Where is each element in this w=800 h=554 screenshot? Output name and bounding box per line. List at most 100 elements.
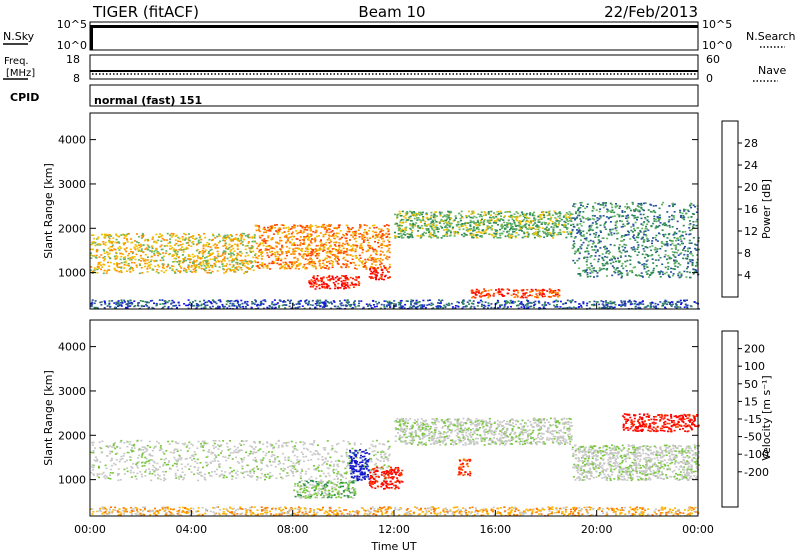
power-echo-cell (262, 307, 265, 310)
power-echo-cell (113, 307, 116, 309)
power-echo-cell (246, 304, 249, 306)
power-echo-cell (192, 237, 194, 240)
power-echo-cell (230, 249, 233, 251)
power-echo-cell (221, 303, 224, 306)
power-echo-cell (576, 232, 579, 234)
power-echo-cell (376, 236, 379, 238)
power-echo-cell (341, 282, 344, 285)
power-echo-cell (626, 220, 629, 222)
power-echo-cell (237, 240, 240, 242)
power-echo-cell (322, 259, 325, 262)
power-echo-cell (542, 230, 544, 233)
power-echo-cell (138, 272, 141, 275)
power-echo-cell (257, 261, 259, 264)
power-echo-cell (436, 226, 439, 229)
power-echo-cell (370, 259, 373, 262)
power-echo-cell (577, 248, 580, 250)
power-echo-cell (209, 264, 212, 267)
power-echo-cell (415, 222, 418, 224)
power-echo-cell (508, 302, 511, 304)
power-echo-cell (548, 228, 550, 230)
power-echo-cell (146, 301, 149, 303)
power-echo-cell (577, 231, 580, 233)
power-echo-cell (133, 300, 136, 302)
power-echo-cell (442, 306, 445, 309)
power-echo-cell (469, 216, 472, 219)
power-echo-cell (559, 306, 562, 308)
power-echo-cell (592, 304, 595, 307)
power-echo-cell (359, 246, 361, 249)
power-echo-cell (621, 220, 623, 223)
power-echo-cell (433, 226, 436, 229)
power-echo-cell (583, 237, 586, 240)
power-echo-cell (408, 233, 411, 236)
power-echo-cell (609, 221, 612, 223)
power-echo-cell (676, 227, 679, 230)
power-echo-cell (606, 275, 608, 277)
power-echo-cell (628, 231, 631, 234)
power-echo-cell (630, 209, 632, 212)
power-echo-cell (480, 221, 483, 224)
power-echo-cell (543, 236, 546, 239)
power-echo-cell (688, 247, 691, 249)
power-echo-cell (257, 225, 260, 227)
power-echo-cell (234, 238, 237, 240)
power-echo-cell (234, 271, 237, 273)
power-echo-cell (510, 305, 512, 308)
power-colorbar-tick-label: 16 (744, 203, 758, 216)
power-echo-cell (197, 241, 200, 243)
power-echo-cell (582, 235, 585, 237)
power-echo-cell (674, 303, 677, 305)
power-colorbar-tick-label: 4 (744, 269, 751, 282)
power-echo-cell (159, 259, 162, 262)
power-echo-cell (566, 218, 568, 221)
power-echo-cell (261, 264, 264, 267)
power-echo-cell (203, 299, 206, 302)
power-echo-cell (346, 234, 348, 236)
power-echo-cell (604, 255, 607, 258)
power-echo-cell (164, 301, 167, 304)
power-echo-cell (202, 263, 205, 265)
power-echo-cell (157, 264, 159, 266)
power-echo-cell (679, 306, 682, 309)
power-echo-cell (521, 211, 524, 214)
power-echo-cell (351, 255, 354, 257)
power-echo-cell (356, 244, 359, 247)
power-echo-cell (691, 264, 694, 267)
power-echo-cell (692, 273, 695, 275)
power-echo-cell (636, 303, 639, 306)
power-echo-cell (286, 254, 288, 257)
power-echo-cell (354, 264, 357, 266)
power-echo-cell (108, 237, 111, 240)
power-echo-cell (320, 245, 322, 247)
power-echo-cell (573, 203, 575, 205)
power-echo-cell (346, 249, 349, 251)
power-echo-cell (472, 229, 475, 231)
power-echo-cell (577, 209, 580, 212)
power-echo-cell (107, 247, 110, 250)
power-echo-cell (590, 246, 593, 248)
power-echo-cell (657, 216, 660, 218)
power-echo-cell (425, 225, 428, 227)
power-echo-cell (309, 252, 312, 255)
power-echo-cell (619, 256, 622, 258)
power-echo-cell (345, 251, 348, 253)
power-echo-cell (244, 248, 247, 251)
power-echo-cell (138, 244, 141, 246)
power-echo-cell (193, 304, 196, 307)
power-echo-cell (554, 293, 557, 296)
power-echo-cell (293, 257, 296, 259)
power-echo-cell (590, 255, 593, 257)
power-echo-cell (593, 258, 596, 261)
power-echo-cell (546, 232, 549, 234)
power-echo-cell (200, 267, 203, 270)
power-echo-cell (400, 237, 403, 239)
power-echo-cell (516, 212, 519, 215)
power-echo-cell (105, 272, 108, 274)
power-echo-cell (158, 299, 161, 301)
power-echo-cell (327, 227, 330, 230)
power-echo-cell (321, 306, 324, 309)
power-echo-cell (644, 253, 647, 256)
power-echo-cell (671, 274, 674, 277)
power-echo-cell (343, 256, 346, 259)
